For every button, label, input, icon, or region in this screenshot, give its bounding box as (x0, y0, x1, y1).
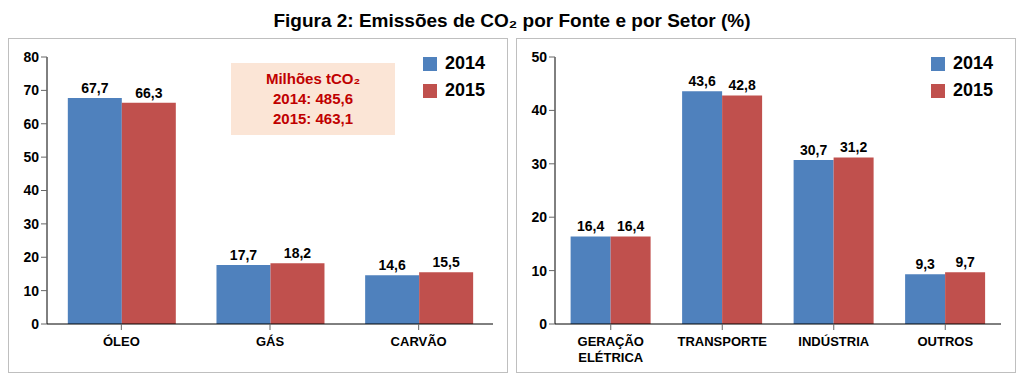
svg-text:60: 60 (23, 116, 39, 132)
html-text:2014: 2014 (953, 53, 993, 73)
svg-text:30: 30 (23, 216, 39, 232)
html-text:Milhões tCO₂: Milhões tCO₂ (265, 70, 361, 87)
svg-text:67,7: 67,7 (81, 80, 108, 96)
html-text:2014: 485,6: 2014: 485,6 (273, 90, 353, 107)
svg-text:0: 0 (31, 316, 39, 332)
svg-text:16,4: 16,4 (577, 218, 604, 234)
svg-text:66,3: 66,3 (135, 85, 162, 101)
svg-text:OUTROS: OUTROS (917, 334, 973, 349)
svg-text:ÓLEO: ÓLEO (103, 334, 140, 349)
svg-text:30,7: 30,7 (800, 142, 827, 158)
svg-text:TRANSPORTE: TRANSPORTE (677, 334, 767, 349)
svg-text:40: 40 (23, 182, 39, 198)
svg-text:20: 20 (23, 249, 39, 265)
svg-text:42,8: 42,8 (728, 77, 755, 93)
svg-text:INDÚSTRIA: INDÚSTRIA (798, 334, 869, 349)
html-text:Figura 2: Emissões de CO₂ por: Figura 2: Emissões de CO₂ por Fonte e po… (273, 10, 751, 31)
html-text:2015: 463,1: 2015: 463,1 (273, 110, 353, 127)
html-text:2015: 2015 (445, 80, 485, 100)
svg-text:80: 80 (23, 49, 39, 65)
svg-text:40: 40 (531, 102, 547, 118)
html-text:2014: 2014 (445, 53, 485, 73)
svg-text:50: 50 (531, 49, 547, 65)
svg-text:31,2: 31,2 (840, 139, 867, 155)
svg-text:9,7: 9,7 (955, 254, 975, 270)
svg-text:CARVÃO: CARVÃO (391, 334, 447, 349)
svg-text:10: 10 (23, 283, 39, 299)
svg-text:GERAÇÃOELÉTRICA: GERAÇÃOELÉTRICA (578, 334, 644, 365)
svg-text:17,7: 17,7 (230, 247, 257, 263)
svg-text:GÁS: GÁS (256, 334, 285, 349)
svg-text:43,6: 43,6 (688, 73, 715, 89)
svg-text:14,6: 14,6 (379, 257, 406, 273)
svg-text:0: 0 (539, 316, 547, 332)
svg-text:18,2: 18,2 (284, 245, 311, 261)
svg-text:16,4: 16,4 (617, 218, 644, 234)
svg-text:9,3: 9,3 (915, 256, 935, 272)
svg-text:30: 30 (531, 156, 547, 172)
svg-text:15,5: 15,5 (433, 254, 460, 270)
svg-text:70: 70 (23, 82, 39, 98)
html-text:2015: 2015 (953, 80, 993, 100)
svg-text:50: 50 (23, 149, 39, 165)
svg-text:10: 10 (531, 263, 547, 279)
svg-text:20: 20 (531, 209, 547, 225)
